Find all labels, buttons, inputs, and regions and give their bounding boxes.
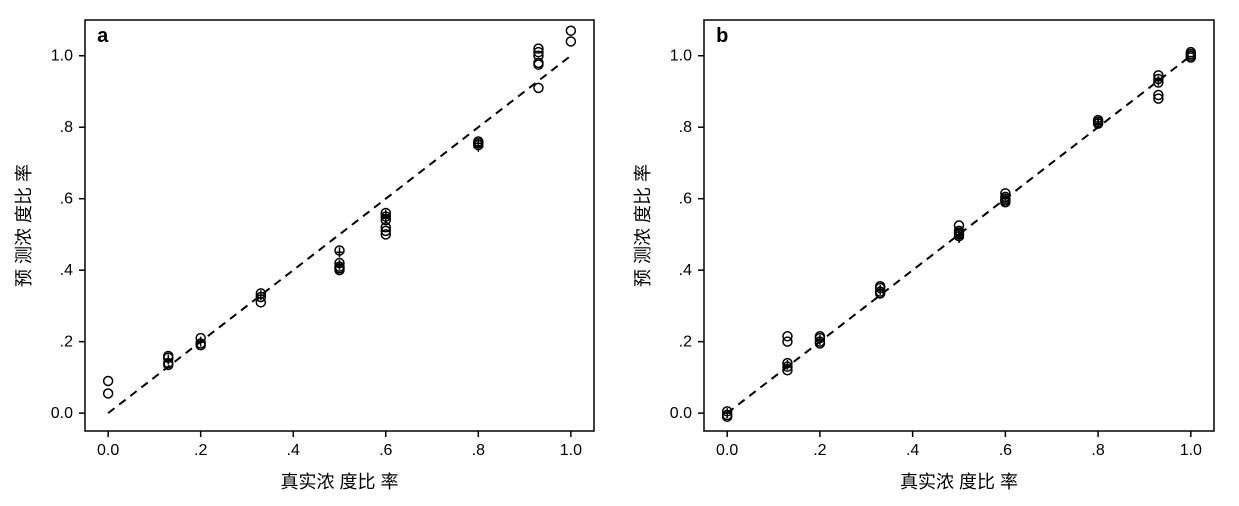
y-tick-label: .4 — [679, 262, 692, 279]
data-point-circle — [783, 337, 792, 346]
data-point-circle — [534, 83, 543, 92]
data-point-circle — [566, 26, 575, 35]
x-tick-label: .6 — [999, 442, 1012, 459]
y-tick-label: .6 — [60, 191, 73, 208]
x-tick-label: .8 — [1091, 442, 1104, 459]
reference-line — [108, 56, 571, 413]
y-tick-label: 1.0 — [670, 48, 692, 65]
y-tick-label: 0.0 — [51, 405, 73, 422]
y-tick-label: .2 — [679, 334, 692, 351]
x-tick-label: .4 — [906, 442, 919, 459]
x-tick-label: .6 — [379, 442, 392, 459]
figure-container: 0.0 .2 .4 .6 .8 1.0 0.0 .2 .4 .6 .8 1.0 真实浓 度比 率 预 测浓… — [0, 0, 1239, 506]
x-tick-label: 0.0 — [716, 442, 738, 459]
data-point-circle — [104, 376, 113, 385]
y-tick-label: .8 — [60, 119, 73, 136]
panel-a-svg: 0.0 .2 .4 .6 .8 1.0 0.0 .2 .4 .6 .8 1.0 真实浓 度比 率 预 测浓… — [0, 0, 619, 506]
y-axis-label: 预 测浓 度比 率 — [14, 164, 34, 287]
y-axis-label: 预 测浓 度比 率 — [633, 164, 653, 287]
plot-border — [85, 20, 594, 431]
x-tick-label: .4 — [287, 442, 300, 459]
y-tick-label: .4 — [60, 262, 73, 279]
panel-tag: a — [97, 25, 109, 47]
y-tick-label: 0.0 — [670, 405, 692, 422]
panel-tag: b — [716, 25, 728, 47]
x-tick-label: .8 — [472, 442, 485, 459]
data-point-circle — [104, 389, 113, 398]
panel-b-svg: 0.0 .2 .4 .6 .8 1.0 0.0 .2 .4 .6 .8 1.0 真实浓 度比 率 预 测浓… — [619, 0, 1239, 506]
plot-border — [704, 20, 1214, 431]
y-tick-label: .8 — [679, 119, 692, 136]
x-tick-label: .2 — [813, 442, 826, 459]
x-tick-label: 0.0 — [97, 442, 119, 459]
panel-b: 0.0 .2 .4 .6 .8 1.0 0.0 .2 .4 .6 .8 1.0 真实浓 度比 率 预 测浓… — [619, 0, 1239, 506]
y-tick-label: .2 — [60, 334, 73, 351]
y-tick-label: 1.0 — [51, 48, 73, 65]
y-tick-label: .6 — [679, 191, 692, 208]
panel-a: 0.0 .2 .4 .6 .8 1.0 0.0 .2 .4 .6 .8 1.0 真实浓 度比 率 预 测浓… — [0, 0, 619, 506]
x-tick-label: 1.0 — [560, 442, 582, 459]
x-tick-label: .2 — [194, 442, 207, 459]
x-tick-label: 1.0 — [1180, 442, 1202, 459]
x-axis-label: 真实浓 度比 率 — [900, 472, 1018, 492]
x-axis-label: 真实浓 度比 率 — [280, 472, 398, 492]
data-point-circle — [566, 37, 575, 46]
